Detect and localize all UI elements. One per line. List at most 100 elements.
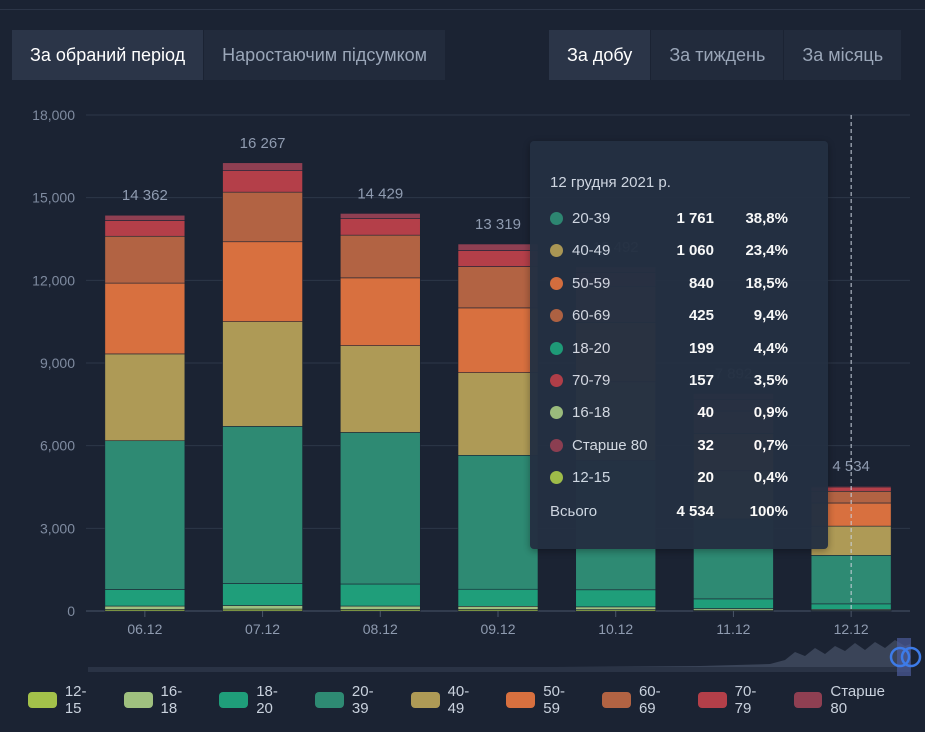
navigator-handle-left[interactable] [889,646,911,668]
bar-total-label: 16 267 [240,135,286,152]
x-tick-label: 10.12 [598,621,633,637]
bar-segment[interactable] [104,282,186,355]
y-tick-label: 9,000 [40,355,75,371]
legend-label: 18-20 [256,683,278,717]
tab-selected-period[interactable]: За обраний період [12,30,204,80]
bar-segment[interactable] [104,440,186,590]
bar-segment[interactable] [457,250,539,267]
navigator-track [88,667,910,672]
chart-tooltip: 12 грудня 2021 р. 20-39 1 761 38,8% 40-49 1 … [530,141,828,549]
bar-segment[interactable] [222,241,303,322]
bar-segment[interactable] [222,605,303,610]
tab-week[interactable]: За тиждень [650,30,784,80]
range-toggle: За добу За тиждень За місяць [549,30,902,80]
bar-segment[interactable] [222,321,303,427]
tooltip-series-pct: 3,5% [753,372,788,389]
bar-segment[interactable] [222,191,303,243]
y-tick-label: 12,000 [32,272,75,288]
tooltip-total-label: Всього [550,503,598,520]
bar-segment[interactable] [222,162,303,171]
legend-label: 40-49 [447,683,470,717]
bar-segment[interactable] [457,588,539,607]
legend-item[interactable]: 70-79 [697,683,772,717]
legend-item[interactable]: 12-15 [28,683,102,717]
bar-segment[interactable] [457,606,539,610]
legend-item[interactable]: 50-59 [506,683,580,717]
bar-segment[interactable] [457,307,539,373]
series-dot-icon [550,309,563,323]
legend-label: 70-79 [734,683,757,717]
series-dot-icon [550,374,563,387]
bar-segment[interactable] [104,214,186,221]
tooltip-row: 16-18 40 0,9% [550,403,808,423]
chart-legend: 12-15 16-18 18-20 20-39 40-49 50-59 60-69 70-79… [28,683,925,717]
tooltip-series-pct: 18,5% [745,274,788,292]
tab-cumulative[interactable]: Наростаючим підсумком [203,30,446,80]
tooltip-row: 70-79 157 3,5% [550,371,808,391]
legend-item[interactable]: 18-20 [219,683,293,717]
bar-total-label: 14 362 [122,187,168,204]
tooltip-series-name: 50-59 [572,274,611,292]
tooltip-series-value: 40 [697,404,714,422]
tooltip-title: 12 грудня 2021 р. [550,174,671,191]
bar-segment[interactable] [104,589,186,607]
legend-label: 12-15 [64,683,87,717]
bar-segment[interactable] [222,426,303,584]
bar-segment[interactable] [104,235,186,284]
legend-swatch [793,692,823,708]
legend-item[interactable]: 16-18 [123,683,198,717]
legend-swatch [697,692,727,708]
bar-segment[interactable] [575,589,657,608]
bar-segment[interactable] [104,220,186,237]
bar-segment[interactable] [457,455,539,590]
legend-item[interactable]: 40-49 [410,683,485,717]
bar-segment[interactable] [339,345,421,433]
legend-item[interactable]: 20-39 [315,683,389,717]
bar-segment[interactable] [339,583,421,607]
bar-total-label: 14 429 [357,185,403,202]
y-tick-label: 3,000 [40,520,75,536]
tooltip-series-name: 40-49 [572,242,611,260]
bar-segment[interactable] [575,606,657,610]
bar-segment[interactable] [457,372,539,456]
bar-segment[interactable] [339,213,421,219]
tooltip-series-value: 840 [688,274,714,292]
tooltip-series-name: 60-69 [572,307,611,325]
legend-swatch [602,692,631,708]
tooltip-row: 20-39 1 761 38,8% [550,209,808,229]
y-tick-label: 15,000 [32,190,75,206]
tooltip-series-pct: 0,7% [753,436,788,454]
navigator-handle-right[interactable] [900,646,922,668]
bar-segment[interactable] [104,605,186,610]
tooltip-series-value: 425 [688,307,714,325]
tab-month[interactable]: За місяць [783,30,902,80]
tooltip-total-value: 4 534 [676,503,714,520]
tooltip-row: 12-15 20 0,4% [550,468,808,488]
bar-segment[interactable] [339,432,421,585]
tooltip-series-pct: 4,4% [753,339,788,357]
legend-item[interactable]: 60-69 [602,683,676,717]
series-dot-icon [550,212,563,225]
bar-segment[interactable] [222,170,303,193]
tab-day[interactable]: За добу [549,30,651,80]
bar-segment[interactable] [339,277,421,346]
tooltip-series-value: 199 [688,339,714,357]
tooltip-series-value: 1 761 [676,210,714,227]
tooltip-series-pct: 9,4% [753,307,788,325]
series-dot-icon [550,471,563,485]
tooltip-series-pct: 0,9% [753,404,788,422]
bar-segment[interactable] [222,583,303,606]
bar-segment[interactable] [339,234,421,279]
series-dot-icon [550,276,563,290]
bar-segment[interactable] [457,266,539,309]
legend-item[interactable]: Старше 80 [793,683,903,717]
bar-segment[interactable] [339,605,421,610]
tooltip-series-name: 70-79 [572,372,611,389]
bar-segment[interactable] [693,598,774,609]
tooltip-row: 60-69 425 9,4% [550,306,808,326]
bar-segment[interactable] [457,243,539,251]
legend-label: 16-18 [160,683,183,717]
bar-segment[interactable] [339,218,421,236]
legend-label: 20-39 [351,683,374,717]
bar-segment[interactable] [104,353,186,442]
